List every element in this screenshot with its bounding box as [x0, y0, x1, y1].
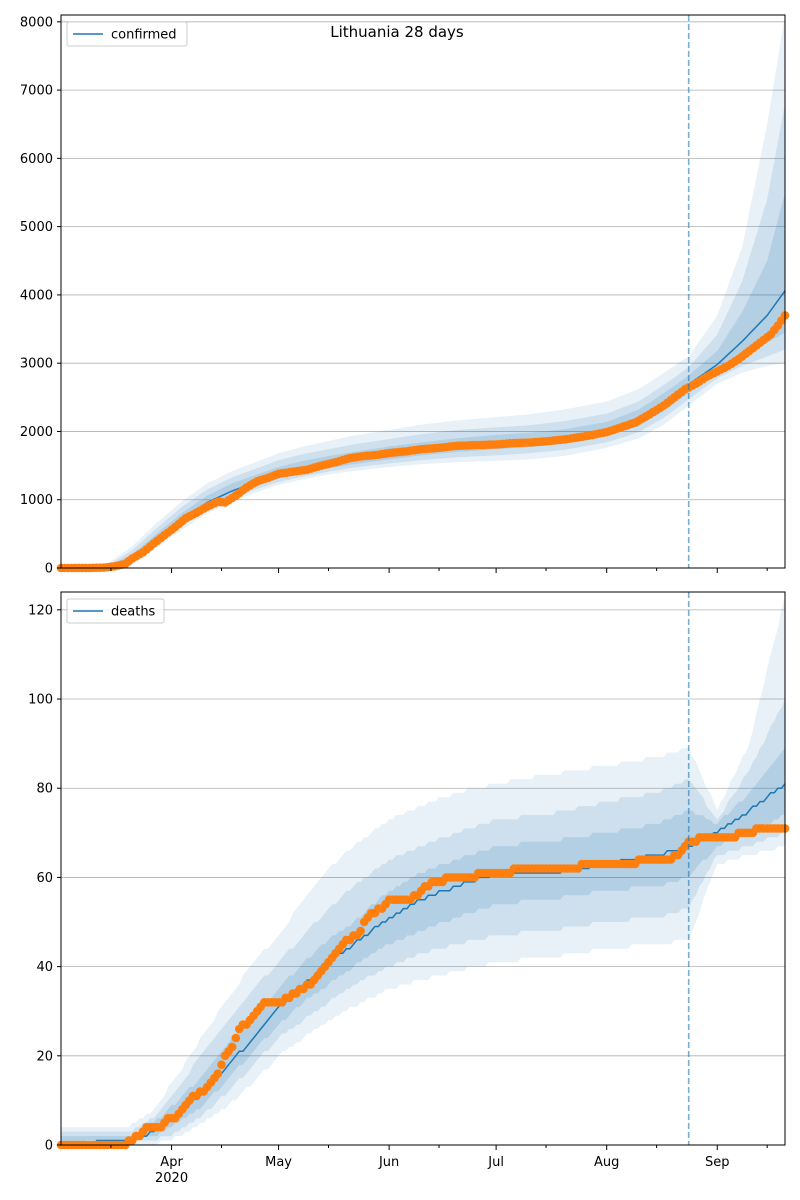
observed-point — [356, 926, 365, 936]
x-tick-label: Jul — [487, 1155, 504, 1170]
y-tick-label: 0 — [45, 1139, 53, 1154]
y-tick-label: 5000 — [20, 220, 53, 235]
x-tick-label: May — [265, 1155, 292, 1170]
confidence-band — [61, 748, 785, 1145]
x-axis-ticks — [110, 568, 768, 573]
y-grid — [61, 609, 785, 1057]
y-tick-label: 6000 — [20, 152, 53, 167]
y-tick-label: 7000 — [20, 84, 53, 99]
legend: deaths — [66, 598, 165, 624]
y-tick-label: 3000 — [20, 357, 53, 372]
y-axis-ticks: 0 1000 2000 3000 4000 5000 6000 7000 8000 — [20, 15, 61, 577]
confidence-band — [61, 596, 785, 1145]
y-tick-label: 2000 — [20, 425, 53, 440]
confirmed-panel: 0 1000 2000 3000 4000 5000 6000 7000 8000 confir… — [20, 14, 790, 577]
y-tick-label: 8000 — [20, 15, 53, 30]
legend-box — [66, 598, 165, 624]
y-tick-label: 80 — [36, 782, 53, 797]
legend-label: confirmed — [111, 28, 177, 43]
axes-frame — [60, 591, 786, 1146]
observed-point — [227, 1042, 237, 1052]
legend-label: deaths — [111, 605, 156, 620]
legend-box — [66, 21, 188, 47]
y-tick-label: 1000 — [20, 493, 53, 508]
y-tick-label: 100 — [28, 693, 53, 708]
observed-point — [213, 1069, 223, 1078]
y-axis-ticks: 0 20 40 60 80 100 120 — [28, 603, 61, 1154]
x-tick-sublabel: 2020 — [155, 1171, 188, 1186]
x-tick-label: Apr — [160, 1155, 183, 1170]
confidence-band — [61, 699, 785, 1145]
legend: confirmed — [66, 21, 188, 47]
uncertainty-bands — [61, 15, 785, 569]
x-tick-label: Sep — [705, 1155, 730, 1170]
x-tick-label: Aug — [594, 1155, 619, 1170]
uncertainty-bands — [61, 596, 785, 1145]
y-tick-label: 20 — [36, 1049, 53, 1064]
observed-points — [56, 824, 790, 1150]
observed-point — [231, 1033, 241, 1043]
x-tick-label: Jun — [378, 1155, 399, 1170]
observed-point — [217, 1060, 226, 1069]
y-tick-label: 0 — [45, 562, 53, 577]
confidence-band — [61, 15, 785, 568]
y-tick-label: 120 — [28, 603, 53, 618]
y-tick-label: 4000 — [20, 288, 53, 303]
y-grid — [61, 21, 785, 501]
y-tick-label: 60 — [36, 871, 53, 886]
confidence-band — [61, 103, 785, 569]
figure-title: Lithuania 28 days — [330, 23, 464, 41]
axes-frame — [60, 14, 786, 569]
y-tick-label: 40 — [36, 960, 53, 975]
